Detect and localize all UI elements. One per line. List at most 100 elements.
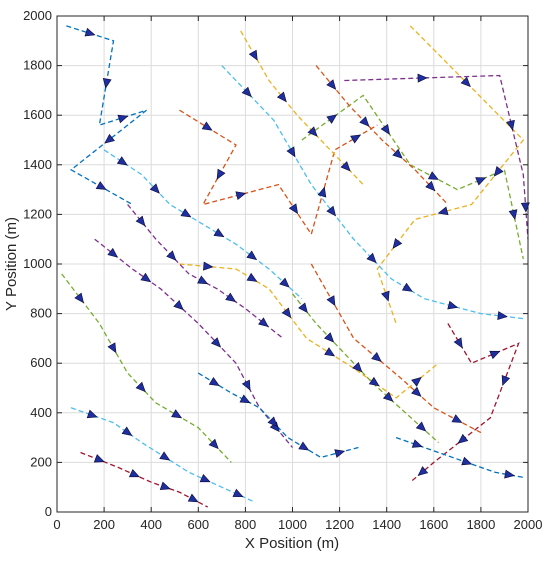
trajectory-marker bbox=[417, 466, 429, 476]
trajectory-marker bbox=[340, 161, 351, 172]
x-tick-label: 1600 bbox=[419, 517, 448, 532]
y-tick-label: 400 bbox=[30, 405, 52, 420]
trajectory-marker bbox=[352, 362, 363, 373]
trajectory-line bbox=[103, 149, 303, 300]
trajectory-marker bbox=[107, 342, 117, 354]
trajectory-line bbox=[315, 65, 449, 205]
trajectory-marker bbox=[411, 386, 422, 397]
trajectory-marker bbox=[497, 311, 508, 321]
trajectory-marker bbox=[117, 114, 129, 124]
trajectory-line bbox=[179, 109, 378, 236]
trajectory-marker bbox=[501, 374, 511, 386]
trajectory-line bbox=[221, 65, 524, 320]
trajectory-marker bbox=[203, 261, 214, 271]
trajectory-marker bbox=[267, 416, 278, 427]
trajectory-marker bbox=[121, 426, 133, 436]
trajectory-marker bbox=[381, 290, 390, 302]
trajectory-marker bbox=[382, 391, 394, 402]
y-tick-label: 0 bbox=[45, 504, 52, 519]
trajectory-marker bbox=[427, 171, 439, 180]
trajectory-marker bbox=[457, 433, 469, 444]
axis-ticks: 0 200 400 600 800 1000 1200 1400 1600 1800 2000 0 20… bbox=[23, 8, 542, 532]
trajectory-marker bbox=[187, 493, 199, 503]
y-tick-label: 1800 bbox=[23, 58, 52, 73]
y-tick-label: 600 bbox=[30, 355, 52, 370]
x-tick-label: 800 bbox=[235, 517, 257, 532]
trajectory-marker bbox=[493, 166, 504, 177]
y-axis-title: Y Position (m) bbox=[3, 217, 20, 311]
trajectory-marker bbox=[281, 307, 292, 319]
trajectory-marker bbox=[288, 203, 299, 215]
trajectory-marker bbox=[368, 376, 380, 387]
trajectory-line bbox=[310, 263, 482, 434]
y-tick-label: 1400 bbox=[23, 157, 52, 172]
trajectory-marker bbox=[504, 469, 515, 479]
trajectory-marker bbox=[128, 468, 140, 478]
trajectory-marker bbox=[213, 228, 225, 238]
trajectory-marker bbox=[279, 277, 290, 288]
trajectory-line bbox=[66, 25, 147, 206]
trajectory-marker bbox=[411, 376, 422, 387]
trajectory-marker bbox=[489, 350, 501, 360]
trajectory-marker bbox=[411, 439, 423, 448]
trajectory-marker bbox=[451, 414, 463, 423]
trajectory-marker bbox=[241, 379, 251, 391]
trajectory-marker bbox=[324, 347, 336, 357]
trajectory-marker bbox=[366, 252, 377, 264]
trajectory-marker bbox=[401, 282, 413, 292]
trajectory-marker bbox=[241, 86, 252, 98]
trajectory-marker bbox=[216, 168, 226, 180]
trajectory-marker bbox=[159, 451, 171, 461]
trajectory-marker bbox=[380, 124, 390, 135]
trajectory-marker bbox=[307, 126, 318, 137]
trajectory-marker bbox=[326, 205, 337, 217]
trajectory-marker bbox=[371, 352, 382, 362]
trajectory-marker bbox=[392, 238, 403, 249]
trajectory-marker bbox=[461, 456, 473, 466]
trajectory-markers bbox=[74, 27, 530, 503]
trajectory-line bbox=[94, 238, 293, 448]
trajectory-marker bbox=[210, 337, 222, 348]
trajectory-marker bbox=[326, 114, 338, 124]
trajectory-marker bbox=[140, 272, 152, 283]
trajectory-marker bbox=[93, 454, 105, 463]
trajectory-marker bbox=[453, 337, 463, 349]
trajectory-marker bbox=[159, 481, 171, 490]
trajectory-marker bbox=[475, 177, 487, 186]
trajectory-marker bbox=[392, 148, 403, 159]
trajectory-marker bbox=[326, 79, 337, 90]
trajectory-marker bbox=[84, 27, 96, 37]
trajectory-marker bbox=[225, 292, 236, 302]
trajectory-marker bbox=[258, 317, 269, 328]
trajectory-marker bbox=[104, 133, 115, 144]
trajectory-marker bbox=[248, 49, 258, 61]
x-tick-label: 200 bbox=[93, 517, 115, 532]
y-tick-label: 800 bbox=[30, 306, 52, 321]
x-tick-label: 1800 bbox=[466, 517, 495, 532]
trajectory-marker bbox=[447, 300, 459, 310]
trajectory-marker bbox=[506, 119, 515, 131]
x-tick-label: 600 bbox=[187, 517, 209, 532]
trajectory-marker bbox=[86, 409, 98, 419]
trajectory-marker bbox=[199, 473, 211, 483]
trajectory-marker bbox=[508, 209, 518, 221]
trajectory-marker bbox=[116, 156, 128, 166]
trajectory-marker bbox=[95, 181, 107, 190]
trajectory-marker bbox=[417, 73, 428, 83]
x-tick-label: 400 bbox=[140, 517, 162, 532]
trajectory-marker bbox=[173, 300, 184, 311]
y-tick-label: 200 bbox=[30, 454, 52, 469]
trajectory-marker bbox=[425, 180, 436, 192]
trajectory-marker bbox=[350, 134, 362, 144]
trajectory-marker bbox=[276, 91, 287, 103]
trajectory-marker bbox=[334, 449, 346, 458]
trajectory-marker bbox=[460, 76, 471, 88]
trajectory-marker bbox=[149, 183, 160, 194]
trajectory-marker bbox=[102, 78, 112, 89]
trajectory-marker bbox=[135, 215, 146, 227]
trajectory-marker bbox=[415, 421, 427, 432]
trajectory-marker bbox=[326, 295, 336, 307]
x-tick-label: 1200 bbox=[325, 517, 354, 532]
